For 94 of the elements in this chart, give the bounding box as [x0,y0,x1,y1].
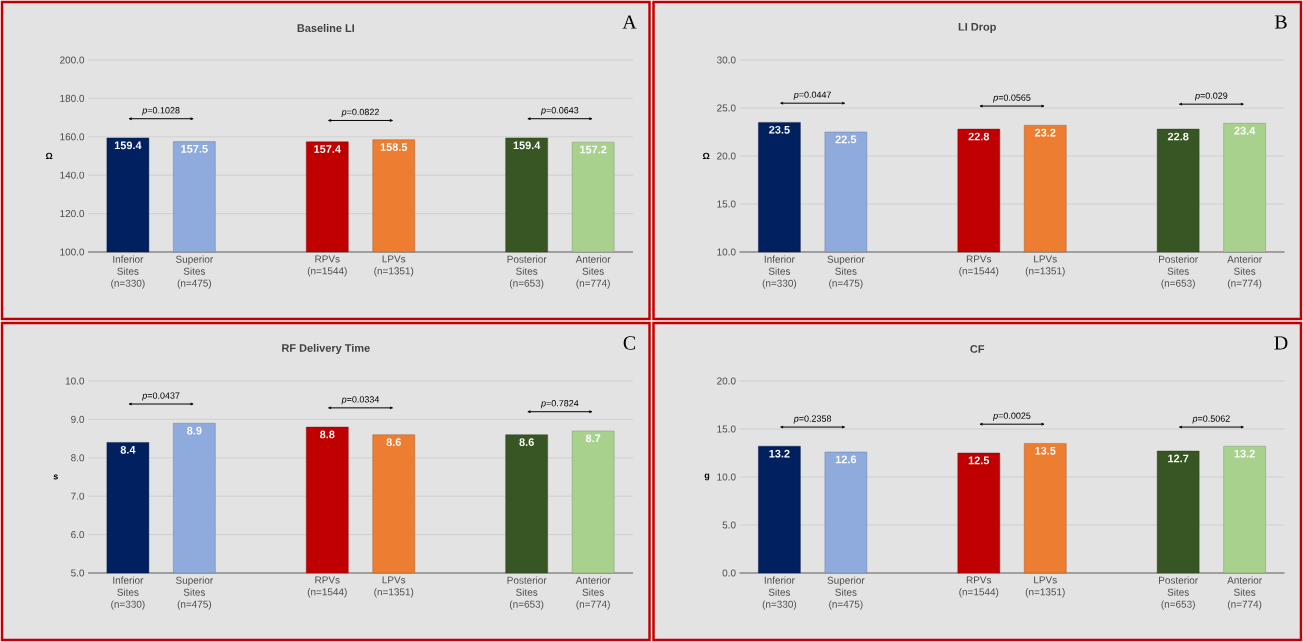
data-label: 8.8 [320,430,335,439]
x-tick-label: Posterior Sites (n=653) [1159,255,1198,289]
y-tick-label: 20.0 [717,377,736,385]
y-tick-label: 25.0 [717,104,736,112]
y-tick-label: 7.0 [71,492,85,500]
chart-title: LI Drop [958,23,996,33]
annotation: p=0.029 [1194,92,1228,101]
data-label: 159.4 [114,141,142,150]
data-label: 23.5 [769,125,790,134]
x-tick-label: Inferior Sites (n=330) [111,576,145,610]
chart-title: RF Delivery Time [282,343,370,355]
data-label: 157.5 [181,145,208,153]
x-tick-label: Inferior Sites (n=330) [762,255,797,289]
annotation: p=0.0437 [142,392,180,401]
data-label: 12.6 [835,455,857,464]
data-label: 8.7 [585,434,601,443]
data-label: 158.5 [380,143,408,151]
y-tick-label: 180.0 [60,94,85,102]
y-tick-label: 15.0 [717,425,736,433]
x-tick-label: RPVs (n=1544) [307,255,347,277]
y-tick-label: 120.0 [60,210,85,218]
x-tick-label: RPVs (n=1544) [959,576,999,598]
chart-title: CF [970,345,985,353]
data-label: 22.8 [968,132,990,141]
y-tick-label: 10.0 [717,248,736,256]
annotation: p=0.7824 [540,400,579,409]
x-tick-label: RPVs (n=1544) [959,255,999,277]
data-label: 12.5 [968,456,990,465]
x-tick-label: RPVs (n=1544) [307,576,347,598]
data-label: 157.4 [314,145,341,153]
annotation: p=0.0334 [341,396,380,405]
annotation: p=0.0822 [341,108,379,117]
y-tick-label: 15.0 [717,200,736,208]
chart-subtitle: D [1274,336,1288,350]
y-axis-title: g [704,473,710,481]
data-label: 159.4 [513,141,541,150]
x-tick-label: Anterior Sites (n=774) [1227,255,1262,289]
annotation: p=0.0643 [540,107,579,116]
data-label: 23.4 [1234,126,1256,135]
x-tick-label: Anterior Sites (n=774) [1227,576,1262,610]
x-tick-label: Inferior Sites (n=330) [762,576,797,610]
data-label: 8.9 [187,426,202,435]
x-tick-label: Superior Sites (n=475) [175,576,214,610]
chart-subtitle: B [1274,15,1287,29]
y-axis-title: Ω [702,152,710,160]
y-tick-label: 30.0 [716,56,736,64]
y-axis-title: Ω [45,152,53,160]
x-tick-label: Anterior Sites (n=774) [575,255,611,289]
data-label: 13.2 [769,449,790,458]
x-tick-label: LPVs (n=1351) [1025,255,1065,277]
x-tick-label: Posterior Sites (n=653) [507,255,547,289]
x-tick-label: Anterior Sites (n=774) [575,576,611,610]
data-label: 12.7 [1168,454,1189,463]
y-tick-label: 8.0 [71,454,85,462]
y-tick-label: 20.0 [717,152,736,160]
x-tick-label: LPVs (n=1351) [1025,576,1065,598]
y-tick-label: 100.0 [60,248,85,256]
y-tick-label: 9.0 [71,415,85,423]
annotation: p=0.0565 [992,94,1031,103]
x-tick-label: LPVs (n=1351) [374,255,414,277]
x-tick-label: Superior Sites (n=475) [175,255,214,289]
y-tick-label: 6.0 [71,531,85,539]
x-tick-label: Inferior Sites (n=330) [111,255,145,289]
x-tick-label: Posterior Sites (n=653) [1159,576,1198,610]
data-label: 22.8 [1167,132,1189,141]
data-label: 23.2 [1034,128,1056,137]
annotation: p=0.2358 [793,415,832,424]
y-tick-label: 10.0 [65,377,85,385]
y-axis-title: s [53,474,58,480]
annotation: p=0.0025 [992,412,1031,421]
data-label: 22.5 [835,135,857,144]
data-label: 8.6 [386,438,401,447]
x-tick-label: Superior Sites (n=475) [827,255,865,289]
x-tick-label: LPVs (n=1351) [374,576,414,598]
annotation: p=0.0447 [793,91,831,100]
chart-subtitle: C [623,336,636,350]
y-tick-label: 5.0 [71,569,85,577]
y-tick-label: 140.0 [60,171,85,179]
chart-title: Baseline LI [297,23,354,33]
y-tick-label: 0.0 [722,569,736,577]
y-tick-label: 5.0 [722,521,736,529]
annotation: p=0.1028 [142,107,180,116]
data-label: 13.2 [1234,449,1255,458]
data-label: 8.4 [120,445,136,454]
x-tick-label: Posterior Sites (n=653) [507,576,547,610]
y-tick-label: 10.0 [717,473,736,481]
chart-subtitle: A [622,15,637,29]
x-tick-label: Superior Sites (n=475) [827,576,865,610]
y-tick-label: 200.0 [60,56,85,64]
data-label: 157.2 [580,145,607,154]
data-label: 8.6 [519,438,534,447]
y-tick-label: 160.0 [60,133,85,141]
data-label: 13.5 [1035,446,1056,455]
annotation: p=0.5062 [1192,415,1230,424]
